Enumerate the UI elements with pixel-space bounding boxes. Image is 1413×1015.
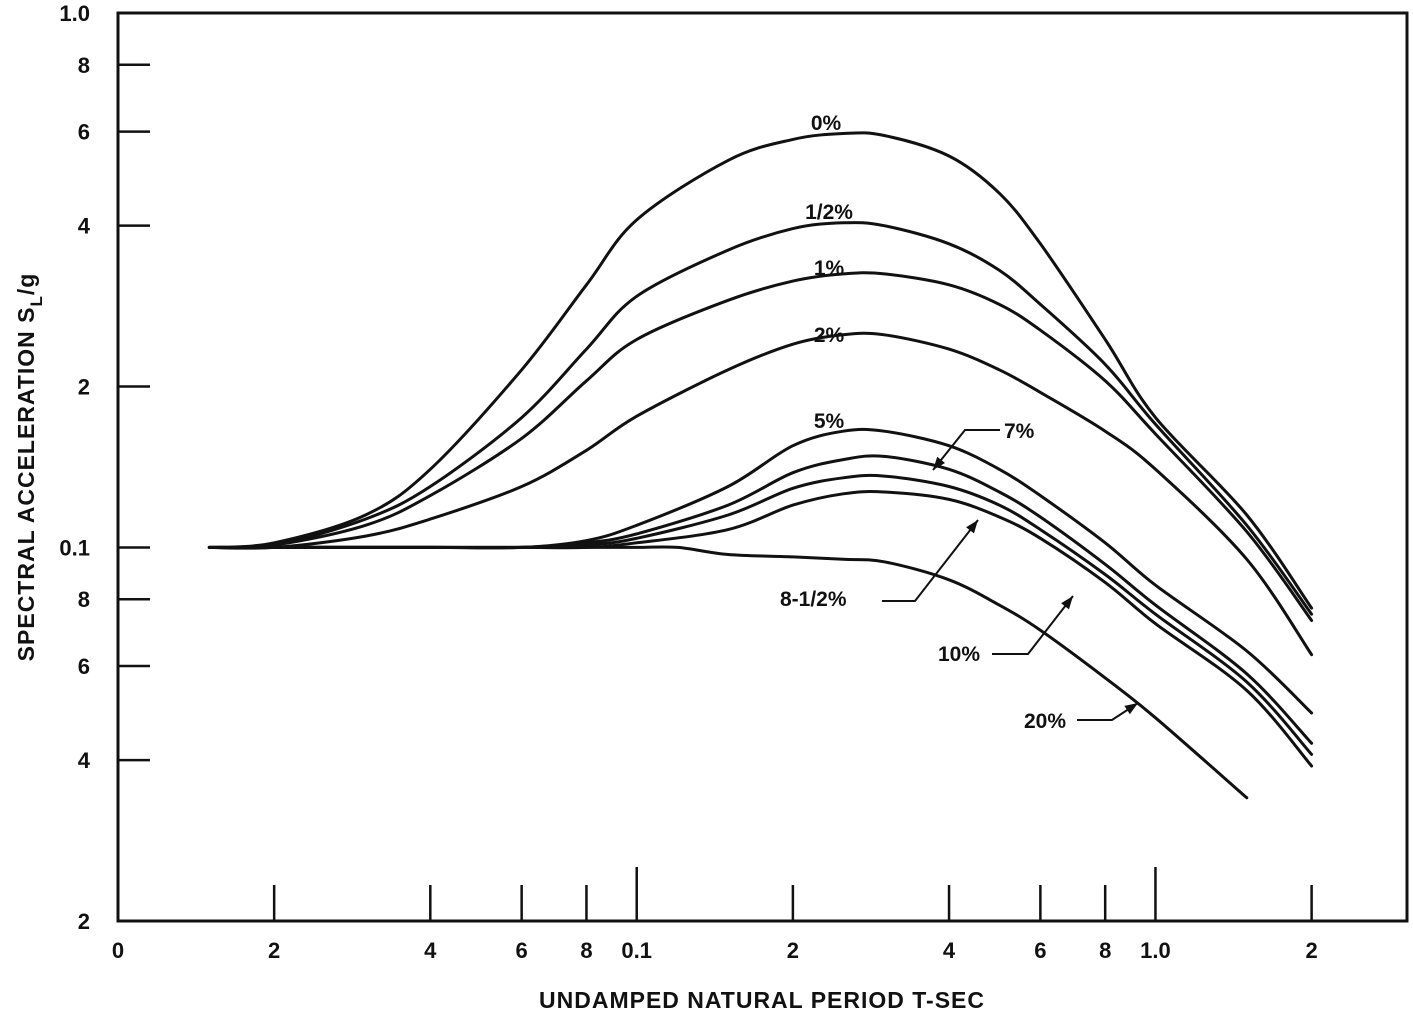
y-tick-label: 4 <box>78 214 91 239</box>
leader-arrowhead-8-1-2 <box>966 520 978 534</box>
leader-arrowhead-7 <box>933 456 946 470</box>
curve-label-5: 5% <box>814 410 845 433</box>
y-tick-label: 1.0 <box>59 1 90 26</box>
y-tick-label: 6 <box>78 654 90 679</box>
x-tick-label: 0 <box>112 938 124 963</box>
y-tick-label: 2 <box>78 375 90 400</box>
leader-10 <box>992 595 1074 655</box>
x-tick-label: 2 <box>268 938 280 963</box>
y-tick-label: 2 <box>78 909 90 934</box>
x-tick-label: 1.0 <box>1140 938 1171 963</box>
x-tick-label: 4 <box>943 938 956 963</box>
x-tick-label: 2 <box>787 938 799 963</box>
leader-7 <box>932 429 1000 471</box>
y-axis-title: SPECTRAL ACCELERATION SL/g <box>13 273 46 662</box>
x-axis-title: UNDAMPED NATURAL PERIOD T-SEC <box>539 987 985 1013</box>
curve-label-1: 1% <box>814 257 845 280</box>
x-axis: 0 2 4 6 8 0.1 2 4 6 8 1.0 2 <box>112 867 1318 963</box>
x-tick-label: 4 <box>424 938 437 963</box>
y-tick-label: 0.1 <box>59 535 90 560</box>
curve-2 <box>207 331 1314 657</box>
curve-label-20: 20% <box>1024 710 1066 733</box>
x-tick-label: 6 <box>1034 938 1046 963</box>
label-leaders <box>882 429 1139 721</box>
curve-1-2 <box>207 221 1314 616</box>
y-axis-title-suffix: /g <box>13 273 39 295</box>
y-axis: 1.0 8 6 4 2 0.1 8 6 4 2 <box>59 1 150 934</box>
curve-label-1-2: 1/2% <box>805 201 853 224</box>
curve-label-7: 7% <box>1004 420 1035 443</box>
y-tick-label: 8 <box>78 53 90 78</box>
x-tick-label: 6 <box>516 938 528 963</box>
y-tick-label: 6 <box>78 120 90 145</box>
curve-labels: 0% 1/2% 1% 2% 5% 7% 8-1/2% 10% 20% <box>780 112 1066 733</box>
curve-1 <box>207 271 1314 622</box>
x-tick-label: 2 <box>1305 938 1317 963</box>
leader-arrowhead-20 <box>1124 703 1138 715</box>
curve-label-0: 0% <box>811 112 842 135</box>
curve-20 <box>272 545 1249 800</box>
leader-arrowhead-10 <box>1061 596 1073 610</box>
x-tick-label: 0.1 <box>621 938 652 963</box>
y-tick-label: 4 <box>78 748 91 773</box>
curves <box>207 131 1314 800</box>
leader-8-1-2 <box>882 519 979 602</box>
curve-label-2: 2% <box>814 324 845 347</box>
y-tick-label: 8 <box>78 587 90 612</box>
curve-label-10: 10% <box>938 643 980 666</box>
x-tick-label: 8 <box>1099 938 1111 963</box>
y-axis-title-main: SPECTRAL ACCELERATION S <box>13 307 39 662</box>
curve-label-8-1-2: 8-1/2% <box>780 588 847 611</box>
curve-0 <box>207 131 1314 610</box>
plot-frame <box>116 11 1409 923</box>
y-axis-title-subscript: L <box>27 295 46 306</box>
x-tick-label: 8 <box>580 938 592 963</box>
